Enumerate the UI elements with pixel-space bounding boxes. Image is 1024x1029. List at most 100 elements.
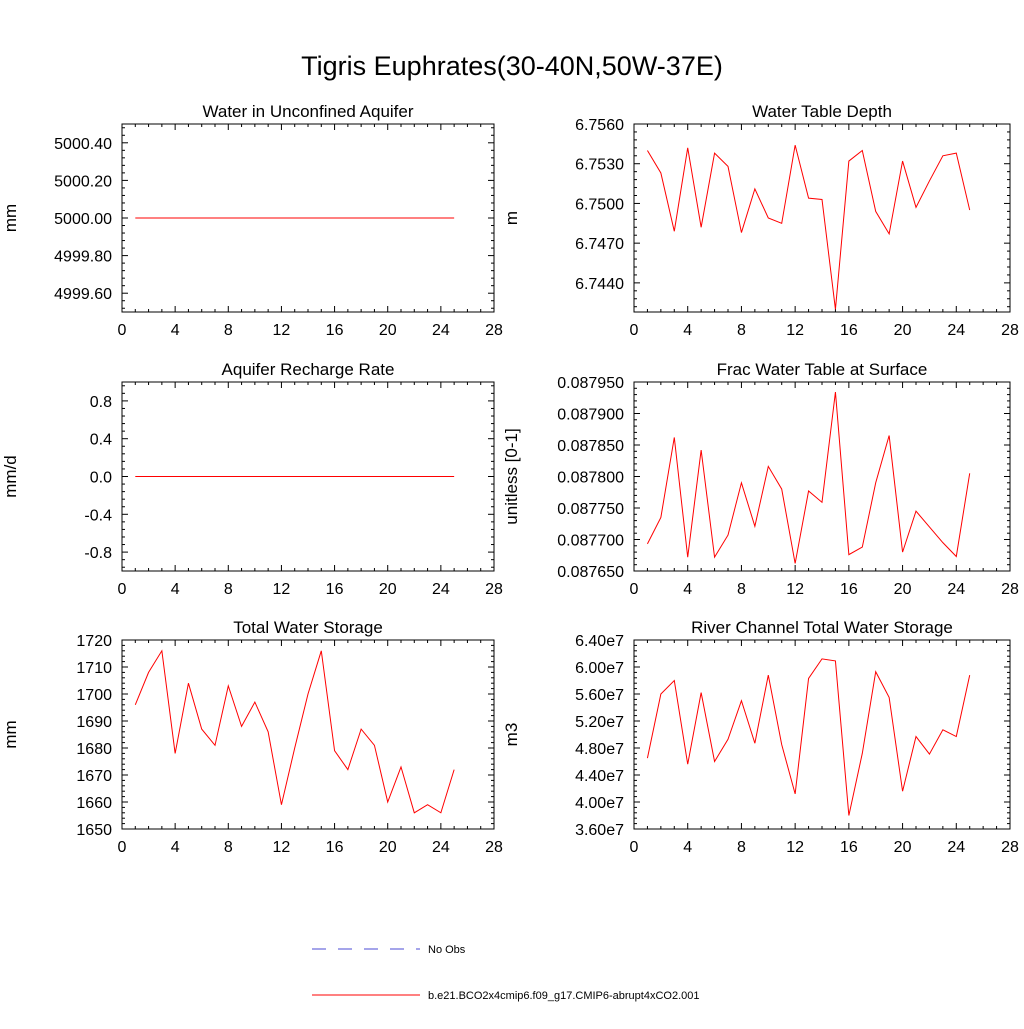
y-tick-label: 4.80e7: [575, 741, 624, 758]
x-tick-label: 20: [894, 581, 912, 598]
panel-3: Aquifer Recharge Rate mm/d 0 4 8 12 16 20 24 28 0.…: [1, 360, 503, 598]
y-tick-label: 4999.80: [54, 249, 112, 266]
y-tick-label: 0.087700: [557, 533, 624, 550]
x-tick-label: 28: [1001, 581, 1019, 598]
x-tick-label: 4: [683, 322, 692, 339]
x-tick-label: 28: [1001, 322, 1019, 339]
x-tick-label: 8: [737, 322, 746, 339]
x-tick-label: 0: [630, 839, 639, 856]
x-tick-label: 8: [737, 839, 746, 856]
x-tick-label: 16: [840, 322, 858, 339]
y-axis-label: mm/d: [1, 455, 20, 498]
series-line: [646, 392, 971, 564]
plot-frame: [633, 639, 1011, 830]
y-tick-label: 6.7440: [575, 276, 624, 293]
panel-title: Frac Water Table at Surface: [717, 360, 928, 379]
x-tick-label: 0: [118, 581, 127, 598]
x-tick-label: 8: [224, 839, 233, 856]
x-tick-label: 12: [786, 581, 804, 598]
y-axis-label: m3: [502, 723, 521, 747]
panel-5: Total Water Storage mm 0 4 8 12 16 20 24 28 1720 17…: [1, 618, 503, 856]
x-tick-label: 0: [630, 322, 639, 339]
y-tick-label: 6.7530: [575, 157, 624, 174]
y-tick-label: 0.087800: [557, 470, 624, 487]
panel-title: Water Table Depth: [752, 102, 892, 121]
legend: No Obs b.e21.BCO2x4cmip6.f09_g17.CMIP6-a…: [312, 944, 700, 1002]
panels: Water in Unconfined Aquifer mm 0 4 8 12 16 20 24…: [1, 102, 1019, 856]
panel-title: River Channel Total Water Storage: [691, 618, 953, 637]
x-tick-label: 16: [840, 581, 858, 598]
plot-frame: [121, 639, 495, 830]
panel-title: Aquifer Recharge Rate: [222, 360, 395, 379]
x-tick-label: 20: [894, 839, 912, 856]
x-tick-label: 4: [171, 322, 180, 339]
y-tick-label: 1680: [76, 741, 112, 758]
x-tick-label: 20: [379, 839, 397, 856]
x-tick-label: 12: [273, 839, 291, 856]
series-line: [134, 649, 455, 814]
x-tick-label: 16: [326, 322, 344, 339]
x-tick-label: 8: [224, 322, 233, 339]
y-axis-label: m: [502, 211, 521, 225]
y-tick-label: 0.087950: [557, 375, 624, 392]
x-tick-label: 8: [737, 581, 746, 598]
x-tick-label: 24: [947, 581, 965, 598]
x-tick-label: 4: [683, 839, 692, 856]
y-tick-label: 5.60e7: [575, 687, 624, 704]
y-tick-label: 4999.60: [54, 286, 112, 303]
panel-2: Water Table Depth m 0 4 8 12 16 20 24 28 6.7560 6.7…: [502, 102, 1019, 339]
x-tick-label: 16: [840, 839, 858, 856]
x-tick-label: 24: [432, 839, 450, 856]
y-tick-label: 0.087900: [557, 407, 624, 424]
series-line: [646, 658, 971, 816]
y-tick-label: 5000.20: [54, 173, 112, 190]
y-tick-label: 0.087750: [557, 501, 624, 518]
y-tick-label: 4.40e7: [575, 768, 624, 785]
x-tick-label: 28: [485, 322, 503, 339]
series-line: [647, 145, 971, 310]
y-tick-label: 1720: [76, 633, 112, 650]
x-tick-label: 28: [1001, 839, 1019, 856]
page-title: Tigris Euphrates(30-40N,50W-37E): [301, 51, 723, 81]
x-tick-label: 8: [224, 581, 233, 598]
y-tick-label: 6.7560: [575, 117, 624, 134]
y-tick-label: 3.60e7: [575, 822, 624, 839]
plot-frame: [633, 381, 1011, 572]
y-tick-label: 6.00e7: [575, 660, 624, 677]
x-tick-label: 0: [630, 581, 639, 598]
y-tick-label: 1690: [76, 714, 112, 731]
y-axis-label: mm: [1, 204, 20, 232]
y-tick-label: 1650: [76, 822, 112, 839]
panel-1: Water in Unconfined Aquifer mm 0 4 8 12 16 20 24…: [1, 102, 503, 339]
y-tick-label: -0.8: [84, 545, 112, 562]
x-tick-label: 12: [273, 581, 291, 598]
y-tick-label: 1660: [76, 795, 112, 812]
y-tick-label: 1700: [76, 687, 112, 704]
y-tick-label: 0.0: [90, 470, 112, 487]
panel-6: River Channel Total Water Storage m3 0 4 8 12…: [502, 618, 1019, 856]
panel-4: Frac Water Table at Surface unitless [0-1…: [502, 360, 1019, 598]
x-tick-label: 16: [326, 839, 344, 856]
y-axis-label: mm: [1, 720, 20, 748]
y-tick-label: 5000.00: [54, 211, 112, 228]
x-tick-label: 12: [786, 839, 804, 856]
y-tick-label: 1710: [76, 660, 112, 677]
panel-title: Total Water Storage: [233, 618, 383, 637]
x-tick-label: 4: [683, 581, 692, 598]
y-tick-label: 1670: [76, 768, 112, 785]
x-tick-label: 12: [273, 322, 291, 339]
panel-title: Water in Unconfined Aquifer: [202, 102, 413, 121]
x-tick-label: 4: [171, 581, 180, 598]
y-tick-label: 5000.40: [54, 136, 112, 153]
x-tick-label: 28: [485, 839, 503, 856]
y-axis-label: unitless [0-1]: [502, 428, 521, 524]
y-tick-label: 0.4: [90, 432, 112, 449]
y-tick-label: 6.7470: [575, 236, 624, 253]
y-tick-label: 0.087850: [557, 438, 624, 455]
x-tick-label: 0: [118, 839, 127, 856]
y-tick-label: 6.40e7: [575, 633, 624, 650]
x-tick-label: 24: [432, 322, 450, 339]
legend-obs-label: No Obs: [428, 944, 466, 956]
